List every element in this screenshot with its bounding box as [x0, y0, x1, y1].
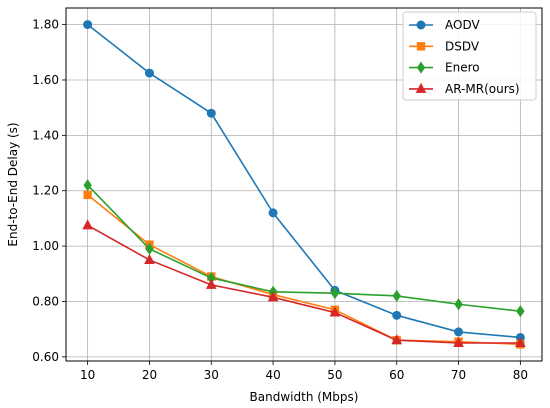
legend-item: DSDV: [409, 39, 480, 53]
x-tick-label: 10: [80, 368, 95, 382]
series-line: [87, 224, 521, 344]
legend: AODV DSDV Enero AR-MR(ours): [402, 11, 537, 101]
x-tick-label: 20: [142, 368, 157, 382]
legend-marker: [416, 61, 426, 74]
data-point: [205, 278, 217, 289]
x-axis-label: Bandwidth (Mbps): [250, 390, 359, 404]
data-point: [454, 327, 464, 337]
legend-marker: [416, 20, 426, 30]
series-layer: [82, 20, 526, 349]
legend-box: [402, 11, 537, 101]
y-tick-label: 1.60: [32, 73, 59, 87]
legend-marker: [415, 82, 427, 93]
x-tick-label: 80: [513, 368, 528, 382]
y-tick-label: 0.80: [32, 294, 59, 308]
series-line: [87, 23, 521, 339]
series-line: [87, 194, 521, 346]
legend-item: AR-MR(ours): [409, 82, 520, 96]
data-point: [330, 287, 340, 300]
x-tick-label: 60: [389, 368, 404, 382]
y-tick-label: 0.60: [32, 350, 59, 364]
plot-frame: [65, 7, 543, 362]
legend-label: AODV: [445, 18, 480, 32]
legend-label: Enero: [445, 61, 480, 75]
y-tick-label: 1.40: [32, 128, 59, 142]
data-point: [391, 334, 403, 345]
legend-marker: [416, 42, 426, 51]
data-point: [268, 208, 278, 218]
legend-item: AODV: [409, 18, 480, 32]
x-tick-label: 30: [204, 368, 219, 382]
data-point: [83, 20, 93, 30]
data-point: [267, 291, 279, 302]
legend-item: Enero: [409, 61, 480, 75]
data-point: [392, 310, 402, 320]
x-tick-label: 40: [265, 368, 280, 382]
data-point: [83, 190, 92, 200]
series-ar-mr-ours: [82, 219, 526, 348]
legend-label: DSDV: [445, 39, 480, 53]
series-enero: [83, 179, 525, 318]
data-point: [206, 108, 216, 118]
x-tick-label: 70: [451, 368, 466, 382]
legend-label: AR-MR(ours): [445, 82, 520, 96]
data-point: [329, 306, 341, 317]
y-tick-label: 1.00: [32, 239, 59, 253]
y-tick-label: 1.80: [32, 18, 59, 32]
data-point: [392, 289, 401, 303]
data-point: [453, 336, 464, 348]
data-point: [515, 336, 526, 348]
series-line: [87, 184, 521, 312]
y-axis-label: End-to-End Delay (s): [6, 122, 20, 246]
ticks: 10 20 30 40 50 60 70 80 0.60 0.80 1.00 1.20 1.40 1.60…: [32, 18, 528, 382]
y-tick-label: 1.20: [32, 184, 59, 198]
data-point: [144, 253, 155, 264]
x-tick-label: 50: [327, 368, 342, 382]
data-point: [82, 219, 93, 230]
series-aodv: [83, 20, 525, 342]
data-point: [144, 68, 154, 78]
data-point: [516, 305, 525, 318]
data-point: [454, 298, 463, 311]
data-point: [83, 179, 92, 192]
